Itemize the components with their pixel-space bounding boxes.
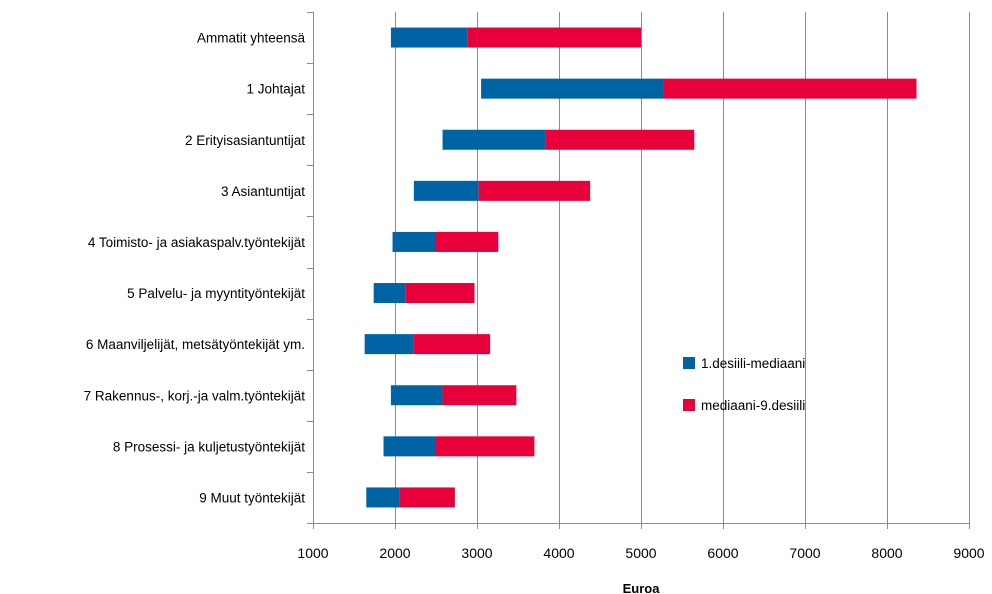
bar-median-decile9 <box>405 283 475 304</box>
bar-median-decile9 <box>413 334 491 355</box>
bar-decile1-median <box>390 27 468 48</box>
bar-median-decile9 <box>399 487 455 508</box>
category-label: 3 Asiantuntijat <box>221 184 305 199</box>
axes <box>307 12 970 529</box>
category-label: 1 Johtajat <box>246 82 305 97</box>
x-axis-title: Euroa <box>623 581 661 594</box>
bar-decile1-median <box>373 283 406 304</box>
category-labels: Ammatit yhteensä 1 Johtajat 2 Erityisasian… <box>84 31 306 506</box>
bar-median-decile9 <box>467 27 641 48</box>
category-label: 8 Prosessi- ja kuljetustyöntekijät <box>113 439 305 454</box>
legend-swatch <box>683 357 695 369</box>
bar-decile1-median <box>413 180 479 201</box>
category-label: 2 Erityisasiantuntijat <box>185 133 305 148</box>
x-tick-label: 2000 <box>379 545 410 561</box>
bar-median-decile9 <box>545 129 695 150</box>
bar-decile1-median <box>383 436 436 457</box>
x-tick-labels: 1000 2000 3000 4000 5000 6000 7000 8000 9000 <box>297 545 984 561</box>
bar-median-decile9 <box>436 231 499 252</box>
bar-decile1-median <box>481 78 664 99</box>
bar-decile1-median <box>392 231 436 252</box>
category-label: 5 Palvelu- ja myyntityöntekijät <box>127 286 305 301</box>
x-tick-label: 8000 <box>871 545 902 561</box>
x-tick-label: 9000 <box>953 545 984 561</box>
bar-decile1-median <box>366 487 400 508</box>
bar-decile1-median <box>442 129 546 150</box>
legend-label: 1.desiili-mediaani <box>701 356 805 371</box>
bar-decile1-median <box>390 385 443 406</box>
bar-median-decile9 <box>436 436 535 457</box>
category-label: 9 Muut työntekijät <box>199 490 305 505</box>
bars <box>364 27 917 508</box>
x-tick-label: 4000 <box>543 545 574 561</box>
x-tick-label: 6000 <box>707 545 738 561</box>
legend-label: mediaani-9.desiili <box>701 398 805 413</box>
x-tick-label: 3000 <box>461 545 492 561</box>
legend-swatch <box>683 399 695 411</box>
category-label: Ammatit yhteensä <box>197 31 306 46</box>
x-tick-label: 1000 <box>297 545 328 561</box>
x-tick-label: 7000 <box>789 545 820 561</box>
bar-median-decile9 <box>442 385 517 406</box>
category-label: 4 Toimisto- ja asiakaspalv.työntekijät <box>88 235 305 250</box>
category-label: 7 Rakennus-, korj.-ja valm.työntekijät <box>84 388 306 403</box>
bar-decile1-median <box>364 334 414 355</box>
bar-median-decile9 <box>478 180 591 201</box>
category-label: 6 Maanviljelijät, metsätyöntekijät ym. <box>86 337 305 352</box>
legend: 1.desiili-mediaani mediaani-9.desiili <box>683 356 805 413</box>
bar-median-decile9 <box>663 78 917 99</box>
x-tick-label: 5000 <box>625 545 656 561</box>
